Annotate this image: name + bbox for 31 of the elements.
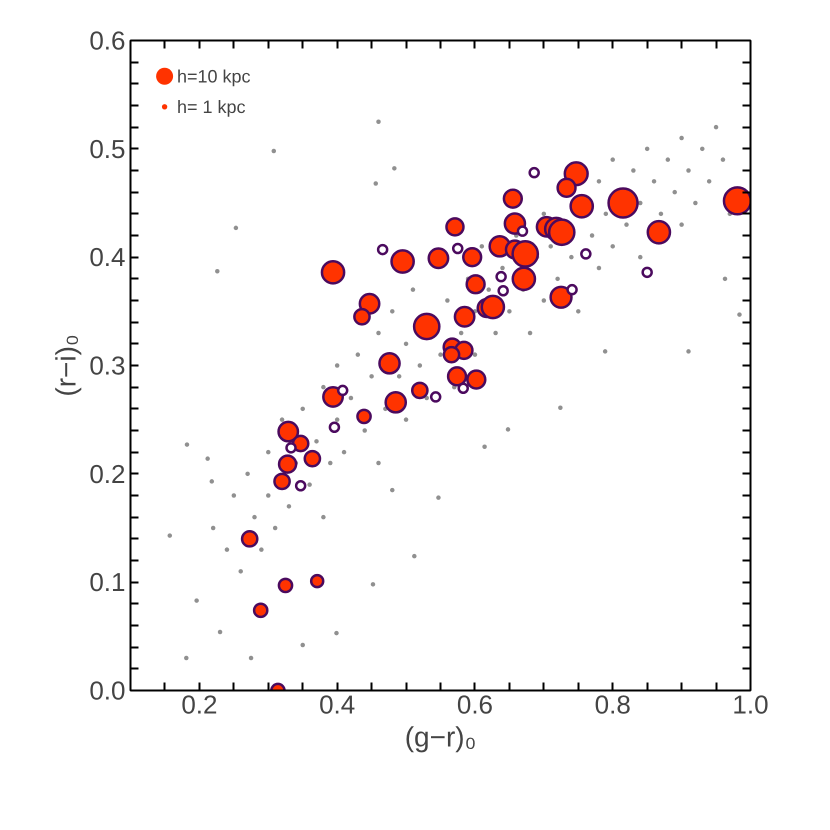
x-tick-label: 1.0 — [732, 690, 769, 720]
y-tick-label: 0.6 — [89, 26, 126, 56]
y-axis-title: (r−i)₀ — [50, 334, 82, 397]
point — [497, 285, 509, 296]
y-tick-label: 0.4 — [89, 242, 126, 272]
point — [452, 242, 464, 254]
y-tick-label: 0.1 — [89, 567, 126, 598]
point — [495, 270, 507, 282]
x-tick-label: 0.8 — [594, 690, 631, 720]
x-tick-label: 0.6 — [456, 690, 494, 720]
point — [336, 384, 348, 396]
x-tick-label: 0.2 — [181, 690, 218, 720]
point — [285, 442, 297, 454]
x-tick-label: 0.4 — [319, 690, 356, 720]
point — [457, 382, 469, 394]
y-tick-label: 0.2 — [89, 458, 126, 489]
point — [294, 480, 306, 492]
legend-label: h= 1 kpc — [177, 96, 246, 117]
point — [641, 266, 653, 278]
point — [566, 284, 578, 296]
x-axis-title: (g−r)₀ — [404, 722, 476, 752]
point — [580, 248, 592, 260]
y-tick-label: 0.5 — [89, 134, 126, 164]
point — [430, 391, 442, 403]
point — [528, 166, 540, 178]
point — [328, 422, 340, 433]
legend-label: h=10 kpc — [177, 66, 251, 86]
point — [376, 244, 388, 256]
point — [516, 225, 528, 237]
y-tick-label: 0.0 — [89, 676, 126, 706]
y-tick-label: 0.3 — [89, 350, 126, 380]
